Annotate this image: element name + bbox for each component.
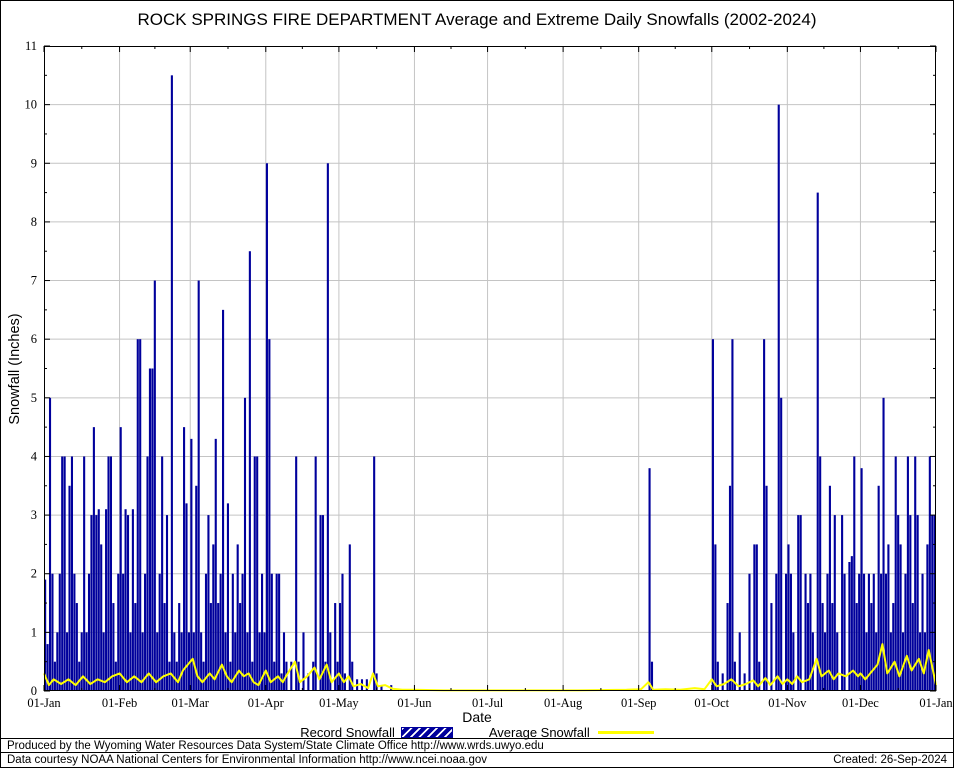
y-axis-title: Snowfall (Inches) bbox=[7, 313, 23, 425]
created-date: Created: 26-Sep-2024 bbox=[833, 754, 947, 766]
svg-text:10: 10 bbox=[25, 98, 38, 112]
svg-text:01-Dec: 01-Dec bbox=[842, 696, 879, 710]
svg-text:3: 3 bbox=[31, 508, 37, 522]
legend-record-label: Record Snowfall bbox=[300, 724, 395, 740]
chart-title: ROCK SPRINGS FIRE DEPARTMENT Average and… bbox=[137, 10, 817, 29]
svg-text:01-Sep: 01-Sep bbox=[621, 696, 656, 710]
svg-text:01-Aug: 01-Aug bbox=[544, 696, 583, 710]
svg-text:01-Jun: 01-Jun bbox=[397, 696, 432, 710]
svg-text:1: 1 bbox=[31, 625, 37, 639]
svg-text:9: 9 bbox=[31, 156, 37, 170]
average-snowfall-line-icon bbox=[597, 730, 654, 734]
svg-text:4: 4 bbox=[31, 449, 38, 463]
snowfall-plot: 01-Jan 01-Feb 01-Mar 01-Apr 01-May 01-Jun 01-J… bbox=[25, 39, 954, 710]
svg-text:8: 8 bbox=[31, 215, 37, 229]
svg-text:6: 6 bbox=[31, 332, 37, 346]
svg-text:01-Jan: 01-Jan bbox=[27, 696, 61, 710]
svg-text:01-Jan: 01-Jan bbox=[919, 696, 953, 710]
svg-text:01-Nov: 01-Nov bbox=[768, 696, 807, 710]
svg-text:01-Apr: 01-Apr bbox=[248, 696, 285, 710]
svg-text:01-May: 01-May bbox=[319, 696, 359, 710]
svg-text:01-Feb: 01-Feb bbox=[102, 696, 137, 710]
plot-area: 01-Jan 01-Feb 01-Mar 01-Apr 01-May 01-Jun 01-J… bbox=[25, 39, 954, 710]
svg-text:11: 11 bbox=[25, 39, 37, 53]
svg-text:5: 5 bbox=[31, 391, 37, 405]
svg-text:0: 0 bbox=[31, 684, 37, 698]
footer-data-courtesy: Data courtesy NOAA National Centers for … bbox=[7, 754, 488, 766]
footer-row: Data courtesy NOAA National Centers for … bbox=[1, 752, 953, 766]
svg-text:01-Jul: 01-Jul bbox=[472, 696, 504, 710]
record-snowfall-swatch-icon bbox=[400, 726, 453, 738]
legend-average-label: Average Snowfall bbox=[488, 724, 590, 740]
x-axis-title: Date bbox=[462, 709, 492, 725]
svg-text:2: 2 bbox=[31, 567, 37, 581]
footer-produced-by: Produced by the Wyoming Water Resources … bbox=[1, 738, 953, 752]
svg-text:01-Oct: 01-Oct bbox=[694, 696, 729, 710]
svg-text:7: 7 bbox=[31, 274, 37, 288]
legend: Record Snowfall Average Snowfall bbox=[1, 724, 953, 740]
svg-text:01-Mar: 01-Mar bbox=[171, 696, 209, 710]
